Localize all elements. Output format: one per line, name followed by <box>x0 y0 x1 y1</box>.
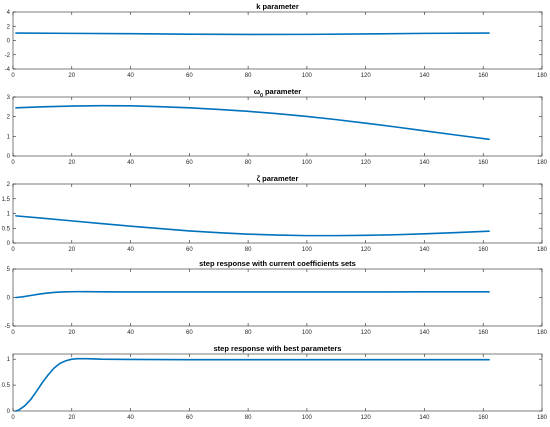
subplot-4: step response with current coefficients … <box>5 259 548 336</box>
y-tick-label: 0 <box>7 241 11 247</box>
y-tick-label: 0 <box>7 154 11 160</box>
axes-box <box>12 268 543 327</box>
series-line-1 <box>15 357 490 412</box>
x-tick-label: 60 <box>186 160 193 166</box>
x-tick-label: 160 <box>478 73 489 79</box>
x-tick-label: 20 <box>68 247 75 253</box>
x-tick-label: 0 <box>11 160 15 166</box>
x-tick-label: 160 <box>478 247 489 253</box>
x-tick-label: 40 <box>127 330 134 336</box>
x-tick-label: 20 <box>68 160 75 166</box>
x-tick-label: 0 <box>11 415 15 421</box>
axes-box <box>12 183 543 244</box>
y-tick-label: 5 <box>7 267 11 273</box>
y-tick-label: -4 <box>5 67 11 73</box>
x-tick-label: 120 <box>361 415 372 421</box>
x-tick-label: 140 <box>419 247 430 253</box>
x-tick-label: 180 <box>537 247 548 253</box>
x-tick-label: 60 <box>186 330 193 336</box>
series-line-1 <box>15 215 490 237</box>
x-tick-label: 0 <box>11 330 15 336</box>
chart-title: step response with current coefficients … <box>199 259 356 268</box>
x-tick-label: 0 <box>11 247 15 253</box>
x-tick-label: 140 <box>419 330 430 336</box>
x-tick-label: 40 <box>127 73 134 79</box>
x-tick-label: 180 <box>537 330 548 336</box>
x-tick-label: 0 <box>11 73 15 79</box>
axes-box <box>12 11 543 70</box>
x-tick-label: 100 <box>302 415 313 421</box>
y-tick-label: 0.5 <box>2 226 11 232</box>
x-tick-label: 40 <box>127 415 134 421</box>
chart-title: step response with best parameters <box>214 344 342 353</box>
x-tick-label: 140 <box>419 73 430 79</box>
x-tick-label: 60 <box>186 415 193 421</box>
x-tick-label: 120 <box>361 330 372 336</box>
series-line-1 <box>15 104 490 141</box>
y-tick-label: 1 <box>7 357 11 363</box>
x-tick-label: 20 <box>68 415 75 421</box>
x-tick-label: 60 <box>186 247 193 253</box>
y-tick-label: 2 <box>7 115 11 121</box>
subplot-3: ζ parameter 0 20 40 60 80 100 120 140 160 180 0 0.5 1… <box>2 174 548 253</box>
axes-box <box>12 96 543 157</box>
x-tick-label: 120 <box>361 160 372 166</box>
y-tick-label: 0 <box>7 296 11 302</box>
x-tick-label: 20 <box>68 73 75 79</box>
x-tick-label: 80 <box>245 330 252 336</box>
x-tick-label: 80 <box>245 160 252 166</box>
x-tick-label: 180 <box>537 415 548 421</box>
y-tick-label: 2 <box>7 24 11 30</box>
x-tick-label: 100 <box>302 160 313 166</box>
y-tick-label: 1 <box>7 212 11 218</box>
y-tick-label: 0 <box>7 409 11 415</box>
x-tick-label: 120 <box>361 73 372 79</box>
series-line-1 <box>15 32 490 36</box>
x-tick-label: 100 <box>302 247 313 253</box>
x-tick-label: 140 <box>419 415 430 421</box>
x-tick-label: 20 <box>68 330 75 336</box>
y-tick-label: 3 <box>7 95 11 101</box>
y-tick-label: -2 <box>5 53 11 59</box>
subplot-2: ω0 parameter 0 20 40 60 80 100 120 140 160 180 0 1 2 3 <box>7 87 548 166</box>
x-tick-label: 80 <box>245 415 252 421</box>
chart-title: k parameter <box>256 2 299 11</box>
y-tick-label: -5 <box>5 324 11 330</box>
x-tick-label: 180 <box>537 160 548 166</box>
y-tick-label: 4 <box>7 10 11 16</box>
x-tick-label: 40 <box>127 160 134 166</box>
y-tick-label: 0.5 <box>2 383 11 389</box>
y-tick-label: 1 <box>7 134 11 140</box>
chart-title: ω0 parameter <box>254 87 302 99</box>
y-tick-label: 2 <box>7 182 11 188</box>
subplot-1: k parameter 0 20 40 60 80 100 120 140 160 180 -4 -2 0… <box>5 2 548 79</box>
x-tick-label: 40 <box>127 247 134 253</box>
y-tick-label: 1.5 <box>2 197 11 203</box>
x-tick-label: 100 <box>302 330 313 336</box>
x-tick-label: 160 <box>478 160 489 166</box>
x-tick-label: 160 <box>478 415 489 421</box>
x-tick-label: 180 <box>537 73 548 79</box>
x-tick-label: 80 <box>245 247 252 253</box>
x-tick-label: 160 <box>478 330 489 336</box>
series-line-1 <box>15 290 490 299</box>
axes-box <box>12 353 543 412</box>
chart-title: ζ parameter <box>257 174 299 183</box>
x-tick-label: 80 <box>245 73 252 79</box>
x-tick-label: 140 <box>419 160 430 166</box>
x-tick-label: 100 <box>302 73 313 79</box>
x-tick-label: 120 <box>361 247 372 253</box>
y-tick-label: 0 <box>7 39 11 45</box>
subplot-5: step response with best parameters 0 20 40 6… <box>2 344 548 421</box>
x-tick-label: 60 <box>186 73 193 79</box>
